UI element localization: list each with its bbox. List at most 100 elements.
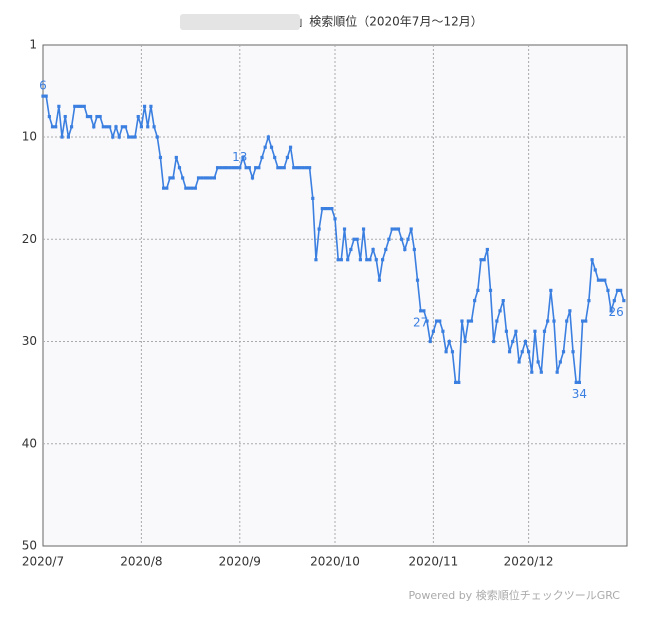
point	[320, 206, 324, 211]
point	[574, 380, 578, 385]
point	[276, 166, 280, 170]
point	[136, 114, 140, 119]
point	[358, 258, 362, 262]
point	[79, 104, 83, 108]
point	[330, 206, 334, 211]
point	[203, 176, 207, 180]
point	[212, 176, 216, 180]
point	[260, 155, 264, 160]
point	[600, 278, 604, 282]
point	[168, 176, 172, 180]
point	[133, 135, 137, 139]
point	[292, 166, 296, 170]
point	[158, 155, 163, 160]
point	[92, 125, 96, 129]
point	[501, 299, 505, 303]
point	[565, 319, 569, 323]
point	[247, 166, 251, 170]
point	[479, 258, 483, 262]
x-tick-label: 2020/12	[504, 555, 554, 569]
x-tick-label: 2020/9	[219, 555, 261, 569]
point	[593, 268, 597, 272]
data-label: 34	[572, 387, 587, 401]
data-label: 26	[609, 305, 624, 319]
point	[54, 125, 58, 129]
point	[536, 360, 540, 364]
point	[162, 186, 166, 190]
point	[428, 339, 432, 344]
point	[365, 258, 369, 262]
y-tick-label: 40	[22, 436, 37, 450]
point	[206, 176, 210, 180]
x-tick-label: 2020/7	[22, 555, 64, 569]
point	[181, 176, 185, 180]
point	[111, 135, 115, 139]
point	[422, 309, 426, 313]
point	[511, 339, 515, 344]
point	[120, 125, 124, 129]
point	[41, 94, 45, 98]
point	[603, 278, 607, 282]
point	[368, 258, 372, 262]
point	[263, 145, 267, 149]
point	[114, 125, 118, 129]
point	[412, 247, 416, 252]
point	[250, 176, 255, 180]
y-tick-label: 10	[22, 130, 37, 144]
point	[123, 125, 128, 129]
x-tick-label: 2020/11	[408, 555, 458, 569]
point	[619, 288, 623, 292]
y-tick-label: 1	[29, 38, 37, 52]
point	[390, 227, 394, 231]
point	[174, 155, 178, 160]
point	[269, 145, 274, 149]
point	[454, 380, 458, 385]
data-label: 13	[232, 150, 247, 164]
point	[146, 125, 150, 129]
point	[527, 350, 531, 354]
point	[476, 288, 480, 292]
data-label: 27	[413, 315, 428, 329]
point	[139, 125, 143, 129]
point	[450, 350, 455, 354]
point	[177, 166, 182, 170]
point	[244, 166, 248, 170]
y-tick-label: 50	[22, 539, 37, 553]
point	[488, 288, 493, 292]
point	[241, 155, 245, 160]
point	[301, 166, 305, 170]
point	[69, 125, 74, 129]
point	[431, 329, 435, 333]
point	[558, 360, 562, 364]
point	[104, 125, 109, 129]
point	[298, 166, 302, 170]
point	[47, 114, 51, 119]
point	[355, 237, 359, 241]
point	[498, 309, 502, 313]
point	[349, 247, 353, 252]
footer: Powered by 検索順位チェックツールGRC	[408, 588, 620, 602]
point	[425, 319, 429, 323]
point	[57, 104, 61, 108]
point	[257, 166, 261, 170]
point	[222, 166, 226, 170]
point	[460, 319, 464, 323]
point	[282, 166, 286, 170]
point	[384, 247, 388, 252]
point	[44, 94, 48, 98]
point	[361, 227, 366, 231]
point	[438, 319, 442, 323]
point	[587, 299, 591, 303]
point	[273, 155, 277, 160]
point	[549, 288, 553, 292]
point	[555, 370, 559, 374]
point	[323, 206, 328, 211]
point	[606, 288, 610, 292]
point	[520, 350, 524, 354]
point	[187, 186, 191, 190]
point	[196, 176, 201, 180]
point	[333, 217, 337, 221]
point	[190, 186, 194, 190]
y-tick-label: 20	[22, 232, 37, 246]
